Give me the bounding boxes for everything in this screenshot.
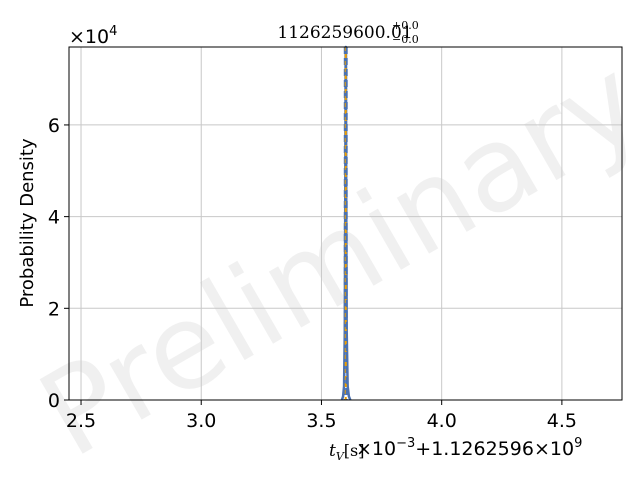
x-label-unit: [s] xyxy=(344,441,365,460)
x-offset-mantissa: +1.1262596 xyxy=(415,438,534,460)
y-scale-base: ×10 xyxy=(69,26,109,48)
x-tick-label: 3.0 xyxy=(186,410,216,432)
x-offset-scale: ×10 xyxy=(356,438,396,460)
y-tick-label: 6 xyxy=(48,115,60,137)
x-offset-scale-exp: −3 xyxy=(396,436,415,451)
y-axis: 0 2 4 6 xyxy=(48,115,69,412)
plot-frame xyxy=(68,46,623,401)
x-axis-label: tV[s] xyxy=(329,441,365,463)
x-label-symbol: t xyxy=(329,441,336,461)
x-offset-times: ×10 xyxy=(534,438,574,460)
chart-title: 1126259600.01 xyxy=(277,23,412,43)
x-tick-label: 2.5 xyxy=(66,410,96,432)
x-offset-label: ×10−3+1.1262596×109 xyxy=(356,436,582,460)
y-tick-label: 4 xyxy=(48,207,60,229)
title-sup: +0.0 xyxy=(392,19,419,32)
x-tick-label: 4.5 xyxy=(547,410,577,432)
title-sub: −0.0 xyxy=(392,33,419,46)
y-tick-label: 2 xyxy=(48,298,60,320)
x-label-subscript: V xyxy=(336,450,345,463)
title-value: 1126259600.01 xyxy=(277,23,412,43)
y-tick-label: 0 xyxy=(48,390,60,412)
x-tick-label: 3.5 xyxy=(306,410,336,432)
vline-layer xyxy=(343,47,348,400)
y-scale-label: ×104 xyxy=(69,24,117,48)
x-axis: 2.5 3.0 3.5 4.0 4.5 xyxy=(66,400,577,432)
y-scale-exp: 4 xyxy=(109,24,117,39)
x-offset-exp: 9 xyxy=(574,436,582,451)
x-tick-label: 4.0 xyxy=(427,410,457,432)
y-axis-label: Probability Density xyxy=(17,138,38,308)
